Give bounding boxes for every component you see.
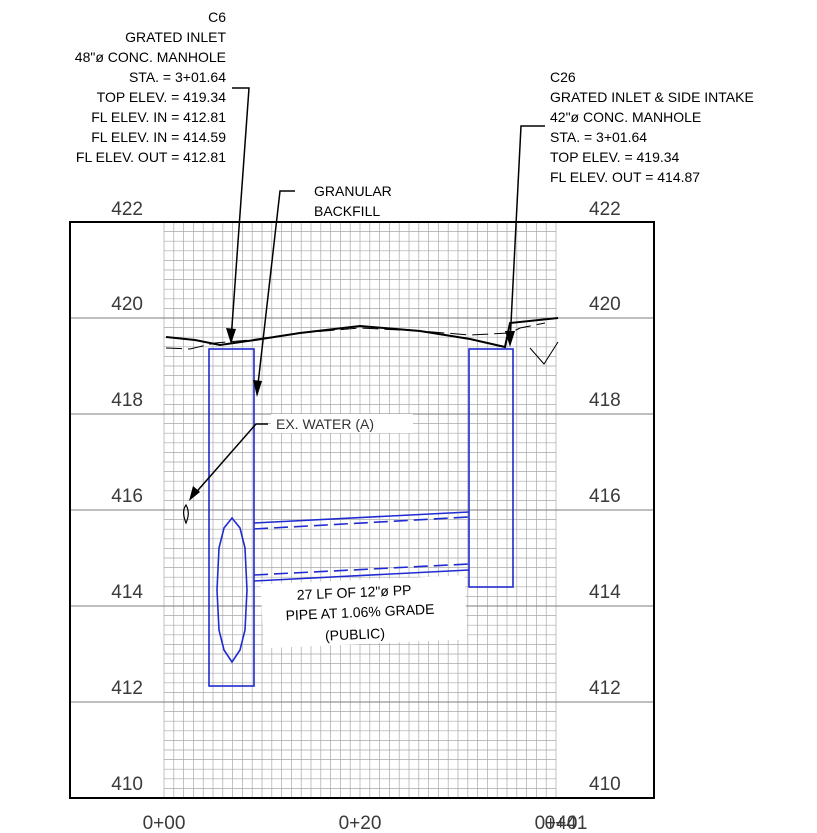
storm-pipe	[253, 511, 470, 582]
elev-label: 416	[589, 486, 621, 507]
elev-label: 418	[589, 390, 621, 411]
pipe-callout: 27 LF OF 12"ø PP PIPE AT 1.06% GRADE (PU…	[285, 582, 434, 644]
c6-callout-line: GRATED INLET	[125, 29, 226, 45]
c26-callout-line: STA. = 3+01.64	[550, 129, 647, 145]
manhole-c26-structure	[468, 348, 514, 588]
elev-label: 414	[111, 582, 143, 603]
elev-label: 410	[589, 774, 621, 795]
backfill-callout: GRANULAR BACKFILL	[314, 183, 392, 219]
pipe-label-line: (PUBLIC)	[325, 625, 386, 644]
manhole-c6-structure	[208, 348, 255, 687]
station-label: 0+00	[143, 813, 186, 833]
c6-callout-line: FL ELEV. OUT = 412.81	[76, 149, 226, 165]
elev-label: 422	[589, 199, 621, 220]
elev-label: 410	[111, 774, 143, 795]
finished-grade-line	[165, 317, 559, 349]
elevation-labels-right: 422 420 418 416 414 412 410	[589, 199, 621, 795]
existing-grade-tail	[529, 341, 559, 365]
c26-callout-line: 42"ø CONC. MANHOLE	[550, 109, 701, 125]
c26-callout-line: C26	[550, 69, 576, 85]
pipe-label-line: PIPE AT 1.06% GRADE	[285, 601, 434, 623]
elev-label: 412	[111, 678, 143, 699]
elev-label: 416	[111, 486, 143, 507]
pipe-label-mask	[260, 575, 468, 649]
c6-callout-line: TOP ELEV. = 419.34	[97, 89, 227, 105]
station-labels: 0+00 0+20 0+40 0+41	[143, 813, 588, 833]
c6-callout-line: 48"ø CONC. MANHOLE	[75, 49, 226, 65]
c6-callout-line: FL ELEV. IN = 412.81	[91, 109, 226, 125]
c6-callout-line: STA. = 3+01.64	[129, 69, 226, 85]
backfill-line: BACKFILL	[314, 203, 380, 219]
water-pipe-mark	[183, 503, 189, 525]
profile-frame	[69, 221, 655, 799]
backfill-line: GRANULAR	[314, 183, 392, 199]
station-label: 0+41	[545, 813, 588, 833]
c26-callout-line: GRATED INLET & SIDE INTAKE	[550, 89, 754, 105]
leader-lines	[191, 87, 545, 498]
manhole-c6-callout: C6 GRATED INLET 48"ø CONC. MANHOLE STA. …	[75, 9, 227, 165]
water-label-mask	[271, 414, 413, 433]
c6-callout-line: FL ELEV. IN = 414.59	[91, 129, 226, 145]
c6-callout-line: C6	[208, 9, 226, 25]
elevation-labels-left: 422 420 418 416 414 412 410	[111, 199, 143, 795]
water-label: EX. WATER (A)	[276, 416, 374, 432]
c26-callout-line: TOP ELEV. = 419.34	[550, 149, 680, 165]
existing-water-ellipse	[216, 516, 248, 664]
elev-label: 418	[111, 390, 143, 411]
c26-callout-line: FL ELEV. OUT = 414.87	[550, 169, 700, 185]
leader-arrowheads	[189, 328, 515, 501]
station-label: 0+20	[339, 813, 382, 833]
pipe-label-line: 27 LF OF 12"ø PP	[296, 582, 411, 603]
elev-label: 414	[589, 582, 621, 603]
station-label: 0+40	[535, 813, 578, 833]
elev-label: 420	[111, 294, 143, 315]
elev-label: 422	[111, 199, 143, 220]
elev-label: 420	[589, 294, 621, 315]
manhole-c26-callout: C26 GRATED INLET & SIDE INTAKE 42"ø CONC…	[550, 69, 754, 185]
elev-label: 412	[589, 678, 621, 699]
